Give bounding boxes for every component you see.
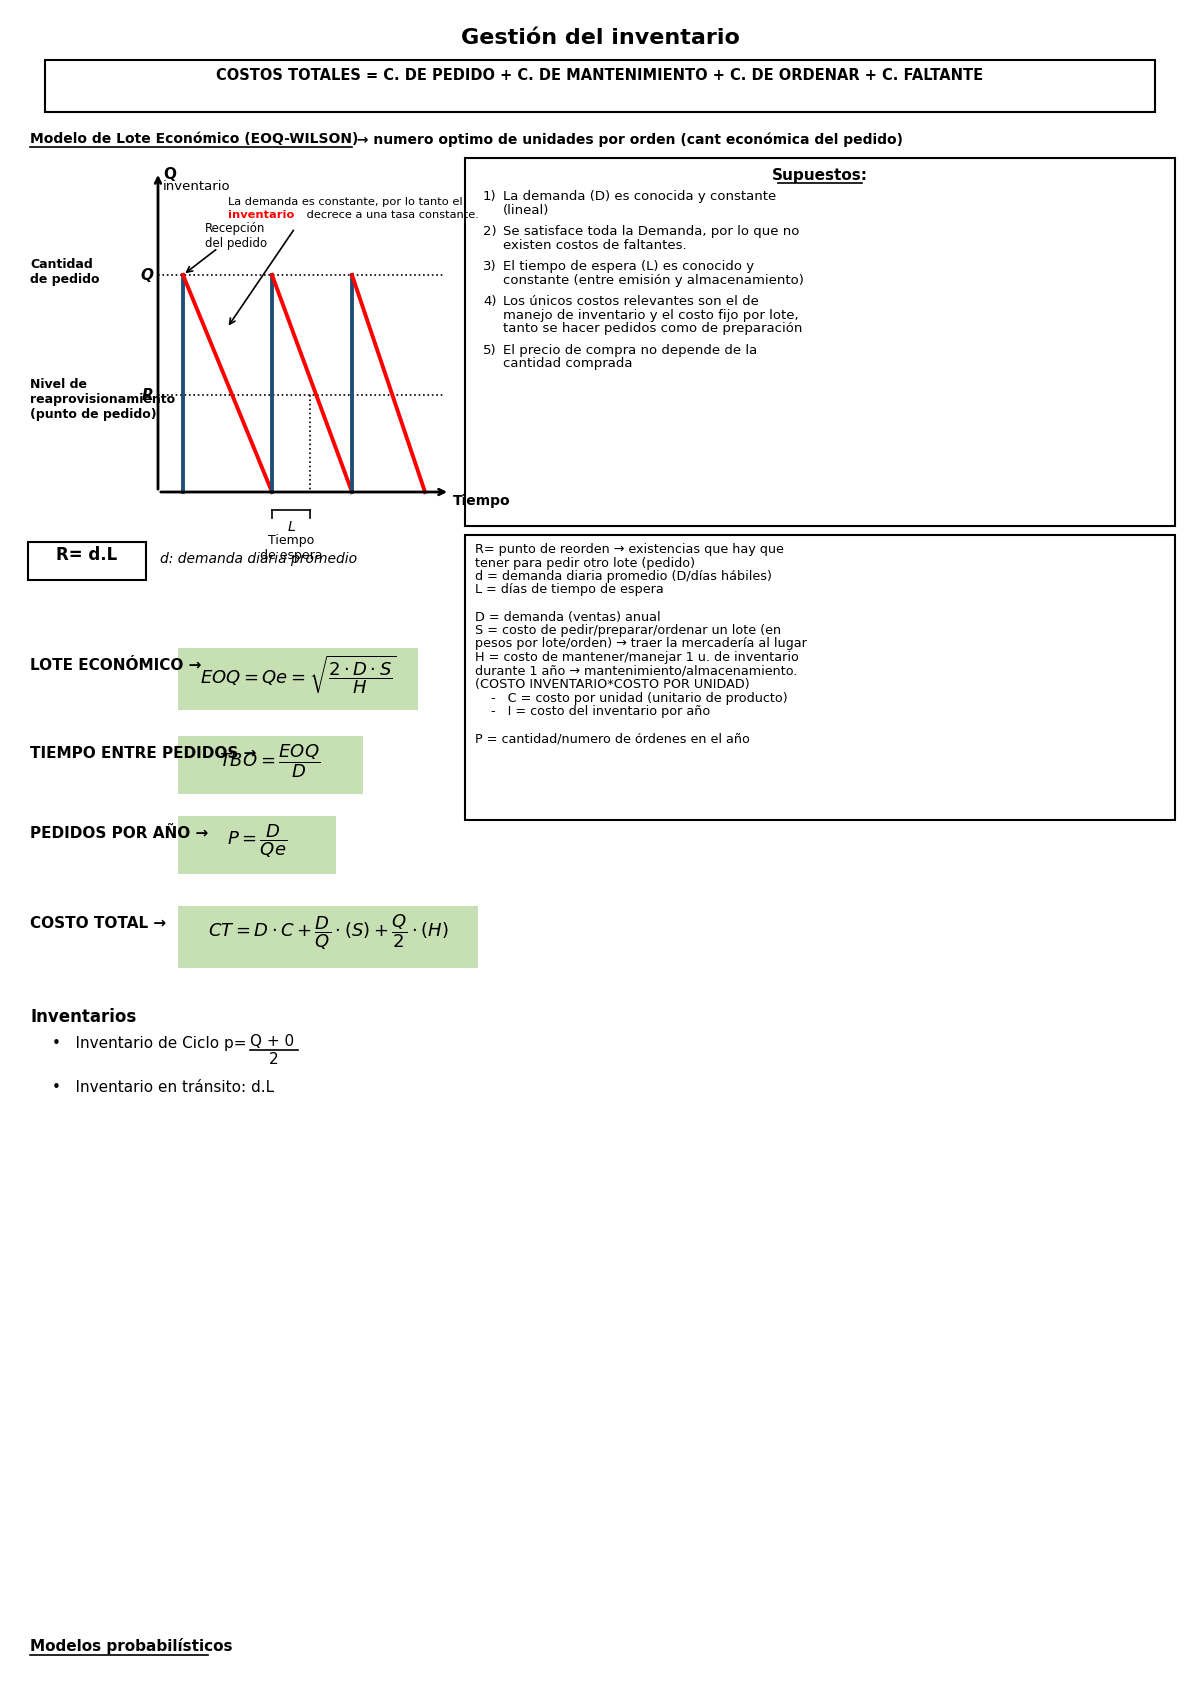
Text: Gestión del inventario: Gestión del inventario	[461, 27, 739, 48]
Text: 1): 1)	[482, 190, 497, 204]
Text: 4): 4)	[482, 295, 497, 307]
Text: tanto se hacer pedidos como de preparación: tanto se hacer pedidos como de preparaci…	[503, 323, 803, 335]
Text: Cantidad
de pedido: Cantidad de pedido	[30, 258, 100, 285]
Text: TIEMPO ENTRE PEDIDOS →: TIEMPO ENTRE PEDIDOS →	[30, 745, 257, 761]
Text: PEDIDOS POR AÑO →: PEDIDOS POR AÑO →	[30, 825, 209, 841]
Text: 5): 5)	[482, 343, 497, 357]
Bar	[178, 735, 364, 795]
Text: Modelos probabilísticos: Modelos probabilísticos	[30, 1639, 233, 1654]
Text: $P=\dfrac{D}{Qe}$: $P=\dfrac{D}{Qe}$	[227, 822, 287, 859]
Bar	[178, 649, 418, 710]
Text: El precio de compra no depende de la: El precio de compra no depende de la	[503, 343, 757, 357]
Text: El tiempo de espera (L) es conocido y: El tiempo de espera (L) es conocido y	[503, 260, 754, 273]
Text: tener para pedir otro lote (pedido): tener para pedir otro lote (pedido)	[475, 557, 695, 569]
Bar	[28, 542, 146, 581]
Text: Se satisface toda la Demanda, por lo que no: Se satisface toda la Demanda, por lo que…	[503, 226, 799, 238]
Text: La demanda (D) es conocida y constante: La demanda (D) es conocida y constante	[503, 190, 776, 204]
Text: Los únicos costos relevantes son el de: Los únicos costos relevantes son el de	[503, 295, 758, 307]
Text: inventario: inventario	[228, 211, 294, 221]
Text: d = demanda diaria promedio (D/días hábiles): d = demanda diaria promedio (D/días hábi…	[475, 571, 772, 582]
Text: → numero optimo de unidades por orden (cant económica del pedido): → numero optimo de unidades por orden (c…	[352, 132, 904, 146]
Text: R= punto de reorden → existencias que hay que: R= punto de reorden → existencias que ha…	[475, 543, 784, 555]
Text: Nivel de
reaprovisionamiento
(punto de pedido): Nivel de reaprovisionamiento (punto de p…	[30, 379, 175, 421]
Text: d: demanda diaria promedio: d: demanda diaria promedio	[160, 552, 358, 565]
Text: -   I = costo del inventario por año: - I = costo del inventario por año	[475, 705, 710, 718]
Text: -   C = costo por unidad (unitario de producto): - C = costo por unidad (unitario de prod…	[475, 691, 787, 705]
Text: L: L	[287, 520, 295, 533]
Text: H = costo de mantener/manejar 1 u. de inventario: H = costo de mantener/manejar 1 u. de in…	[475, 650, 799, 664]
Text: (lineal): (lineal)	[503, 204, 550, 217]
Text: •   Inventario de Ciclo p=: • Inventario de Ciclo p=	[52, 1036, 246, 1051]
Bar	[178, 907, 478, 968]
Text: P = cantidad/numero de órdenes en el año: P = cantidad/numero de órdenes en el año	[475, 732, 750, 745]
Text: (COSTO INVENTARIO*COSTO POR UNIDAD): (COSTO INVENTARIO*COSTO POR UNIDAD)	[475, 678, 750, 691]
Text: Tiempo
de espera: Tiempo de espera	[259, 533, 323, 562]
Text: Q: Q	[163, 166, 176, 182]
Text: decrece a una tasa constante.: decrece a una tasa constante.	[302, 211, 479, 221]
Text: existen costos de faltantes.: existen costos de faltantes.	[503, 238, 686, 251]
Text: cantidad comprada: cantidad comprada	[503, 357, 632, 370]
Text: $CT=D \cdot C+\dfrac{D}{Q} \cdot (S)+\dfrac{Q}{2} \cdot (H)$: $CT=D \cdot C+\dfrac{D}{Q} \cdot (S)+\df…	[208, 912, 449, 951]
Text: LOTE ECONÓMICO →: LOTE ECONÓMICO →	[30, 659, 202, 672]
Text: Supuestos:: Supuestos:	[772, 168, 868, 183]
Text: 2: 2	[269, 1053, 278, 1066]
Text: D = demanda (ventas) anual: D = demanda (ventas) anual	[475, 611, 661, 623]
Text: R: R	[142, 387, 154, 402]
Text: manejo de inventario y el costo fijo por lote,: manejo de inventario y el costo fijo por…	[503, 309, 799, 321]
Text: 2): 2)	[482, 226, 497, 238]
Text: 3): 3)	[482, 260, 497, 273]
Text: durante 1 año → mantenimiento/almacenamiento.: durante 1 año → mantenimiento/almacenami…	[475, 664, 798, 678]
Text: $TBO=\dfrac{EOQ}{D}$: $TBO=\dfrac{EOQ}{D}$	[220, 742, 320, 779]
Text: pesos por lote/orden) → traer la mercadería al lugar: pesos por lote/orden) → traer la mercade…	[475, 637, 806, 650]
Text: La demanda es constante, por lo tanto el: La demanda es constante, por lo tanto el	[228, 197, 463, 207]
Text: Q: Q	[140, 268, 154, 282]
Text: COSTO TOTAL →: COSTO TOTAL →	[30, 915, 166, 931]
Bar	[46, 59, 1154, 112]
Text: R= d.L: R= d.L	[56, 547, 118, 564]
Text: Recepción
del pedido: Recepción del pedido	[205, 222, 268, 250]
Text: Q + 0: Q + 0	[250, 1034, 294, 1049]
Bar	[466, 158, 1175, 526]
Text: Inventarios: Inventarios	[30, 1009, 137, 1026]
Text: inventario: inventario	[163, 180, 230, 194]
Text: Modelo de Lote Económico (EOQ-WILSON): Modelo de Lote Económico (EOQ-WILSON)	[30, 132, 359, 146]
Text: Tiempo: Tiempo	[454, 494, 511, 508]
Text: COSTOS TOTALES = C. DE PEDIDO + C. DE MANTENIMIENTO + C. DE ORDENAR + C. FALTANT: COSTOS TOTALES = C. DE PEDIDO + C. DE MA…	[216, 68, 984, 83]
Bar	[178, 817, 336, 874]
Text: $EOQ=Qe=\sqrt{\dfrac{2 \cdot D \cdot S}{H}}$: $EOQ=Qe=\sqrt{\dfrac{2 \cdot D \cdot S}{…	[199, 654, 396, 696]
Text: S = costo de pedir/preparar/ordenar un lote (en: S = costo de pedir/preparar/ordenar un l…	[475, 623, 781, 637]
Text: •   Inventario en tránsito: d.L: • Inventario en tránsito: d.L	[52, 1080, 274, 1095]
Text: constante (entre emisión y almacenamiento): constante (entre emisión y almacenamient…	[503, 273, 804, 287]
Text: L = días de tiempo de espera: L = días de tiempo de espera	[475, 584, 664, 596]
Bar	[466, 535, 1175, 820]
